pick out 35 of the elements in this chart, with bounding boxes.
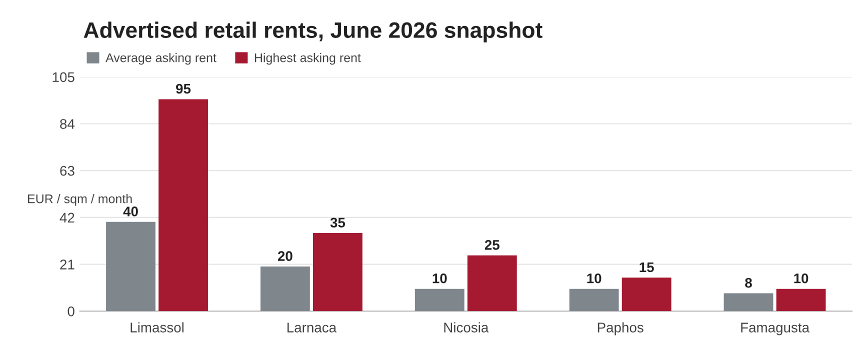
bar [622, 278, 672, 312]
data-label: 40 [123, 206, 138, 216]
bar [724, 293, 774, 312]
data-label: 35 [330, 218, 346, 228]
data-label: 15 [640, 262, 654, 272]
x-tick-label: Nicosia [444, 322, 489, 332]
chart-title: Advertised retail rents, June 2026 snapshot [84, 22, 542, 42]
x-tick-label: Paphos [598, 322, 644, 336]
data-label: 25 [484, 240, 500, 250]
y-tick-label: 63 [60, 166, 74, 176]
data-label: 8 [745, 278, 752, 288]
legend-label: Average asking rent [106, 53, 216, 65]
data-label: 20 [278, 251, 292, 261]
bar [313, 233, 362, 312]
x-tick-label: Larnaca [288, 322, 337, 332]
bar [414, 288, 464, 312]
bar [467, 255, 517, 312]
y-tick-label: 105 [52, 72, 74, 82]
data-label: 95 [176, 84, 191, 94]
y-tick-label: 84 [60, 119, 75, 129]
legend-label: Highest asking rent [254, 53, 361, 65]
y-tick-label: 0 [68, 306, 74, 316]
data-label: 10 [432, 273, 447, 284]
y-axis-title: EUR / sqm / month [28, 194, 132, 206]
bar [569, 288, 619, 312]
bar [776, 288, 826, 312]
bar [106, 222, 156, 312]
bar [158, 99, 208, 312]
bar [260, 266, 310, 312]
x-tick-label: Famagusta [741, 322, 810, 336]
data-label: 10 [587, 273, 602, 284]
data-label: 10 [794, 273, 808, 284]
y-tick-label: 42 [60, 212, 74, 222]
y-tick-label: 21 [60, 260, 74, 270]
x-tick-label: Limassol [130, 322, 184, 332]
